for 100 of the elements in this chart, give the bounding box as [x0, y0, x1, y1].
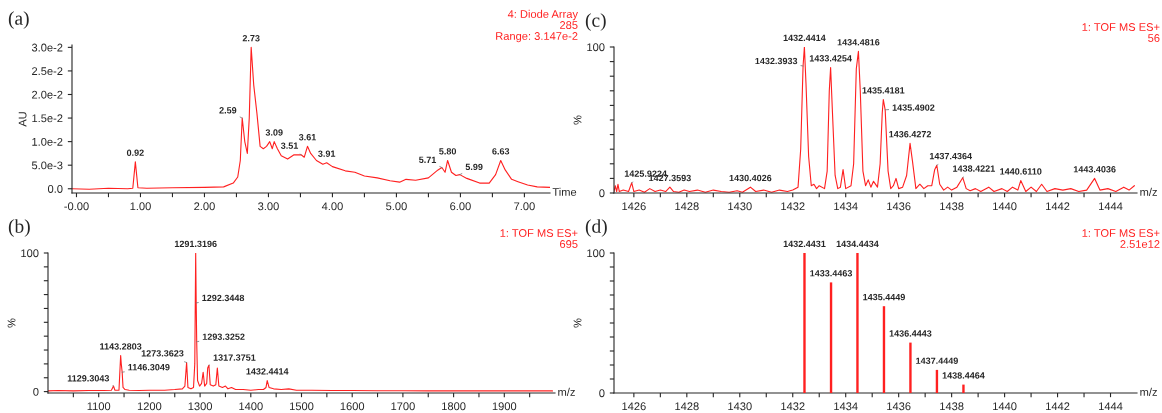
annotation: 1436.4443 — [889, 330, 932, 337]
text: 2.51e12 — [1120, 240, 1160, 248]
x-tick-label: 1438 — [940, 202, 964, 211]
annotation: 3.51 — [280, 142, 299, 149]
x-tick-label: 1700 — [391, 402, 415, 411]
x-tick-label: 1438 — [940, 402, 964, 411]
annotation: 1435.4902 — [892, 104, 935, 111]
y-tick-label: 100 — [21, 249, 39, 258]
y-tick-label: 0 — [599, 389, 605, 398]
annotation: 2.73 — [242, 35, 260, 42]
annotation: 1434.4816 — [837, 39, 880, 46]
x-axis-title: m/z — [558, 387, 575, 396]
x-tick-label: 1300 — [188, 402, 213, 411]
annotation: 1438.4464 — [942, 372, 985, 379]
chart-title: (a) — [8, 11, 29, 29]
y-axis-title: % — [7, 318, 16, 328]
y-tick-label: 0 — [33, 387, 39, 396]
x-tick-label: 1428 — [675, 402, 699, 411]
bar — [909, 342, 912, 393]
y-axis-title: AU — [18, 112, 27, 127]
annotation: 1440.6110 — [1000, 168, 1042, 175]
y-tick-label: 1.0e-2 — [32, 137, 63, 146]
annotation: 5.99 — [465, 163, 483, 171]
annotation: 1129.3043 — [67, 375, 110, 382]
annotation: 3.61 — [298, 133, 317, 141]
annotation: 1293.3252 — [202, 333, 245, 340]
y-tick-label: 2.5e-2 — [32, 67, 63, 76]
annotation: 1443.4036 — [1073, 166, 1116, 173]
annotation: 1432.4414 — [246, 368, 289, 375]
text: 285 — [560, 21, 578, 29]
annotation: 1437.4449 — [916, 357, 958, 364]
annotation: 1435.4449 — [863, 293, 905, 301]
annotation: 1436.4272 — [889, 131, 932, 138]
x-tick-label: 1100 — [87, 402, 111, 411]
y-tick-label: 2.0e-2 — [32, 90, 63, 99]
x-tick-label: 7.00 — [514, 202, 535, 211]
annotation: 1438.4221 — [953, 165, 995, 172]
annotation: 0.92 — [126, 149, 144, 156]
x-tick-label: 1430 — [728, 202, 752, 211]
x-tick-label: 1434 — [834, 202, 858, 211]
annotation: 1430.4026 — [729, 174, 772, 182]
annotation: 1146.3049 — [128, 364, 170, 371]
y-tick-label: 3.0e-2 — [31, 43, 63, 52]
text: 56 — [1148, 34, 1160, 42]
x-tick-label: 1434 — [834, 402, 858, 411]
x-tick-label: 1440 — [993, 402, 1017, 411]
x-tick-label: 1200 — [137, 402, 162, 411]
x-tick-label: 1430 — [728, 402, 752, 411]
annotation: 3.09 — [265, 129, 283, 136]
x-tick-label: 2.00 — [194, 202, 215, 211]
y-tick-label: 100 — [587, 249, 605, 258]
x-axis-title: Time — [552, 187, 577, 196]
annotation: 1433.4254 — [809, 55, 852, 62]
x-tick-label: 1.00 — [130, 202, 151, 211]
x-tick-label: 1600 — [340, 402, 365, 411]
text: 4: Diode Array — [507, 9, 578, 21]
annotation: 1435.4181 — [862, 87, 905, 94]
x-tick-label: 1436 — [887, 202, 911, 211]
x-tick-label: 1500 — [289, 402, 314, 411]
x-tick-label: 3.00 — [258, 202, 279, 211]
x-tick-label: 1426 — [622, 402, 646, 411]
annotation: 1291.3196 — [174, 240, 217, 248]
x-tick-label: 1444 — [1099, 202, 1123, 211]
x-tick-label: 5.00 — [386, 202, 407, 211]
annotation: 1434.4434 — [836, 240, 879, 248]
annotation: 1432.4414 — [783, 34, 826, 42]
x-tick-label: 1442 — [1046, 402, 1070, 411]
y-tick-label: 1.5e-2 — [32, 114, 63, 123]
text: 1: TOF MS ES+ — [1082, 229, 1160, 237]
x-axis-title: m/z — [1140, 187, 1157, 196]
annotation: 1437.4364 — [929, 152, 972, 160]
x-tick-label: 4.00 — [321, 202, 343, 211]
annotation: 1432.4431 — [783, 240, 826, 248]
chart-title: (c) — [585, 13, 606, 31]
y-tick-label: 0 — [599, 189, 605, 198]
x-tick-label: 1442 — [1046, 202, 1070, 211]
annotation: 1432.3933 — [755, 57, 798, 65]
x-tick-label: 1440 — [993, 202, 1017, 211]
x-tick-label: 6.00 — [450, 202, 471, 211]
x-tick-label: 1436 — [887, 402, 911, 411]
x-tick-label: 1900 — [492, 402, 517, 411]
bar — [856, 253, 859, 393]
annotation: 1433.4463 — [810, 270, 853, 277]
x-tick-label: 1444 — [1099, 402, 1123, 411]
text: Range: 3.147e-2 — [496, 32, 578, 43]
annotation: 2.59 — [219, 107, 237, 114]
y-axis-title: % — [573, 115, 582, 125]
x-tick-label: 1432 — [781, 402, 805, 411]
text: 1: TOF MS ES+ — [500, 229, 578, 237]
x-tick-label: 1400 — [239, 402, 263, 411]
chart-title: (d) — [585, 219, 607, 237]
annotation: 5.80 — [439, 148, 457, 155]
x-axis-title: m/z — [1140, 387, 1157, 396]
y-tick-label: 5.0e-3 — [31, 161, 63, 170]
text: 1: TOF MS ES+ — [1082, 23, 1160, 31]
y-axis-title: % — [573, 318, 582, 328]
x-tick-label: 1428 — [675, 202, 699, 211]
annotation: 1292.3448 — [202, 294, 245, 302]
x-tick-label: 1426 — [622, 202, 646, 211]
bar — [803, 253, 806, 393]
